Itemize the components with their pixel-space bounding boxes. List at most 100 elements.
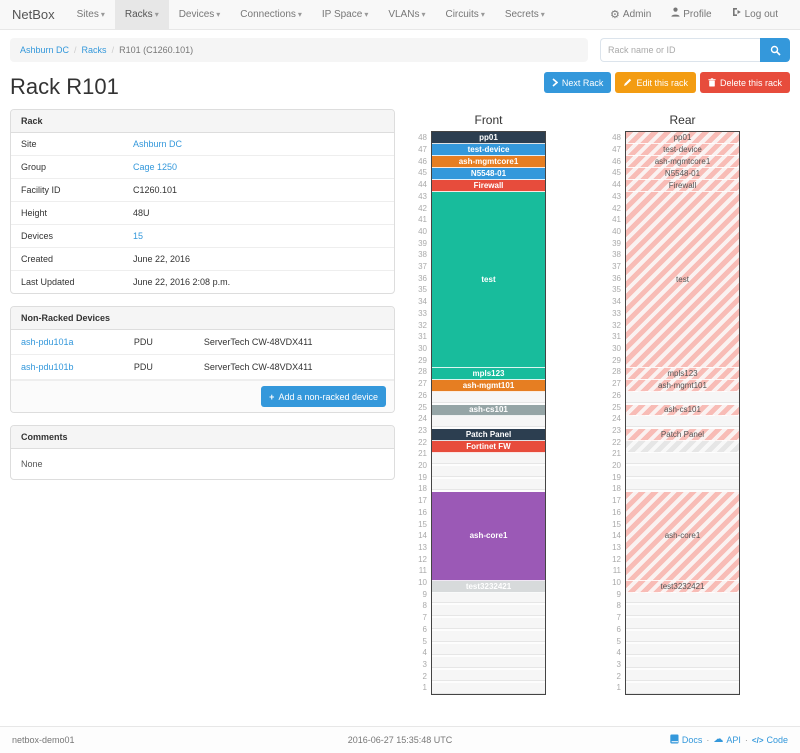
- unit-number: 43: [418, 191, 427, 201]
- attribute-value: June 22, 2016: [123, 247, 394, 271]
- nav-item-vlans[interactable]: VLANs ▾: [388, 9, 426, 20]
- footer-timestamp: 2016-06-27 15:35:48 UTC: [347, 735, 453, 745]
- unit-number: 24: [418, 414, 427, 424]
- rack-device-ash-mgmtcore1[interactable]: ash-mgmtcore1: [626, 155, 739, 168]
- nav-item-circuits[interactable]: Circuits ▾: [445, 9, 485, 20]
- front-elevation: Front 48 47 46 45 44 43 42 41 40 39 38 37 36 35 34 33 32…: [411, 109, 546, 695]
- nav-item-connections[interactable]: Connections ▾: [240, 9, 302, 20]
- rack-device-Patch Panel[interactable]: Patch Panel: [626, 429, 739, 442]
- attribute-link[interactable]: Cage 1250: [133, 162, 178, 172]
- search-button[interactable]: [760, 38, 790, 62]
- rack-device-test3232421[interactable]: test3232421: [432, 580, 545, 593]
- table-row: Devices 15: [11, 224, 394, 248]
- device-link[interactable]: ash-pdu101a: [21, 337, 74, 347]
- rack-device-Firewall[interactable]: Firewall: [626, 179, 739, 192]
- next-rack-button[interactable]: Next Rack: [543, 72, 612, 93]
- unit-number: 42: [418, 203, 427, 213]
- attribute-value: 15: [123, 224, 394, 248]
- breadcrumb-item[interactable]: Racks: [81, 45, 107, 55]
- rack-device-pp01[interactable]: pp01: [626, 132, 739, 144]
- chevron-down-icon: ▾: [100, 10, 105, 19]
- rack-device-label: pp01: [673, 132, 692, 142]
- rack-elevations: Front 48 47 46 45 44 43 42 41 40 39 38 37 36 35 34 33 32…: [395, 109, 790, 695]
- table-row: ash-pdu101a PDU ServerTech CW-48VDX411: [11, 330, 394, 355]
- nav-item-log-out[interactable]: Log out: [722, 0, 788, 30]
- rack-device-label: N5548-01: [664, 168, 701, 178]
- edit-rack-button[interactable]: Edit this rack: [615, 72, 696, 93]
- chevron-down-icon: ▾: [154, 10, 159, 19]
- table-row: Group Cage 1250: [11, 155, 394, 179]
- search-input[interactable]: [600, 38, 760, 62]
- footer-link-docs[interactable]: Docs: [670, 734, 703, 746]
- trash-icon: [708, 78, 716, 87]
- nav-item-racks[interactable]: Racks ▾: [114, 0, 169, 29]
- rack-device-ash-mgmt101[interactable]: ash-mgmt101: [626, 379, 739, 392]
- footer-link-label: API: [726, 735, 741, 745]
- nav-item-devices[interactable]: Devices ▾: [178, 9, 221, 20]
- add-non-racked-device-button[interactable]: + Add a non-racked device: [261, 386, 386, 407]
- unit-number: 19: [418, 472, 427, 482]
- rear-elevation-title: Rear: [669, 113, 696, 127]
- rack-device-ash-cs101[interactable]: ash-cs101: [432, 404, 545, 417]
- unit-number: 13: [418, 542, 427, 552]
- attribute-link[interactable]: Ashburn DC: [133, 139, 183, 149]
- rack-device-test[interactable]: test: [432, 191, 545, 368]
- rack-device-test[interactable]: test: [626, 191, 739, 368]
- rack-device-mpls123[interactable]: mpls123: [626, 367, 739, 380]
- netbox-brand[interactable]: NetBox: [12, 7, 55, 22]
- nav-item-profile[interactable]: Profile: [661, 0, 721, 30]
- unit-number: 18: [418, 484, 427, 494]
- breadcrumb-item[interactable]: Ashburn DC: [20, 45, 70, 55]
- rack-device-ash-cs101[interactable]: ash-cs101: [626, 404, 739, 417]
- rack-device-N5548-01[interactable]: N5548-01: [626, 167, 739, 180]
- unit-number: 20: [418, 461, 427, 471]
- topbar: Ashburn DC / Racks / R101 (C1260.101): [0, 30, 800, 62]
- unit-number: 32: [418, 320, 427, 330]
- nav-item-secrets[interactable]: Secrets ▾: [504, 9, 545, 20]
- unit-number: 30: [418, 344, 427, 353]
- attribute-label: Site: [11, 133, 123, 156]
- footer-link-api[interactable]: ☁ API: [713, 735, 741, 746]
- rack-device-test-device[interactable]: test-device: [432, 143, 545, 156]
- rack-device-label: test: [676, 274, 689, 284]
- nav-item-ip-space[interactable]: IP Space ▾: [321, 9, 369, 20]
- unit-number: 11: [612, 566, 621, 576]
- rack-device-Fortinet FW[interactable]: Fortinet FW: [432, 441, 545, 454]
- rack-unit-empty: [432, 416, 545, 430]
- rack-device-test3232421[interactable]: test3232421: [626, 580, 739, 593]
- rack-device-ash-mgmtcore1[interactable]: ash-mgmtcore1: [432, 155, 545, 168]
- unit-number: 13: [612, 542, 621, 552]
- rack-device-Firewall[interactable]: Firewall: [432, 179, 545, 192]
- table-row: Created June 22, 2016: [11, 247, 394, 271]
- device-link[interactable]: ash-pdu101b: [21, 362, 74, 372]
- navbar-right: ⚙ Admin Profile Log out: [600, 0, 800, 29]
- rack-device-Patch Panel[interactable]: Patch Panel: [432, 429, 545, 442]
- unit-number: 31: [418, 332, 427, 342]
- page-footer: netbox-demo01 2016-06-27 15:35:48 UTC Do…: [0, 726, 800, 753]
- footer-link-separator: ·: [744, 735, 748, 745]
- rack-device-pp01[interactable]: pp01: [432, 132, 545, 144]
- rack-device-ash-core1[interactable]: ash-core1: [626, 492, 739, 581]
- unit-number: 14: [612, 531, 621, 541]
- attribute-link[interactable]: 15: [133, 231, 144, 241]
- footer-link-code[interactable]: </> Code: [752, 735, 788, 745]
- unit-number: 42: [612, 203, 621, 213]
- rack-device-N5548-01[interactable]: N5548-01: [432, 167, 545, 180]
- rack-device-label: N5548-01: [470, 168, 507, 178]
- delete-rack-button[interactable]: Delete this rack: [699, 72, 790, 93]
- rack-device-ash-mgmt101[interactable]: ash-mgmt101: [432, 379, 545, 392]
- rack-device-ash-core1[interactable]: ash-core1: [432, 492, 545, 581]
- unit-number: 34: [612, 297, 621, 307]
- rear-rack-box: pp01 test-device ash-mgmtcore1 N5548-01 Fire…: [625, 131, 740, 695]
- rack-device-mpls123[interactable]: mpls123: [432, 367, 545, 380]
- unit-number: 23: [418, 425, 427, 435]
- footer-link-separator: ·: [706, 735, 710, 745]
- nav-item-admin[interactable]: ⚙ Admin: [600, 0, 661, 30]
- search-icon: [770, 45, 781, 56]
- unit-number: 36: [612, 273, 621, 283]
- page-title: Rack R101: [10, 74, 119, 99]
- rack-unit-empty: [626, 657, 739, 671]
- footer-link-label: Docs: [681, 735, 703, 745]
- nav-item-sites[interactable]: Sites ▾: [76, 9, 105, 20]
- rack-device-test-device[interactable]: test-device: [626, 143, 739, 156]
